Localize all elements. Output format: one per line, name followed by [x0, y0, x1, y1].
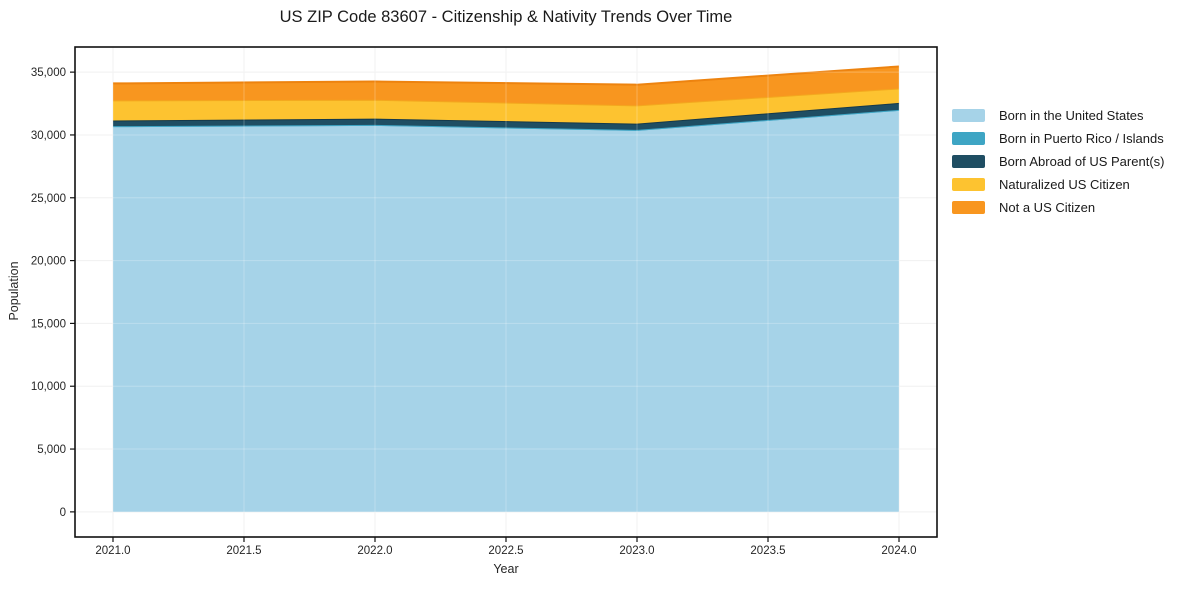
x-tick-label: 2021.0: [95, 545, 130, 557]
x-tick-label: 2022.5: [488, 545, 523, 557]
area-series-4: [112, 66, 900, 106]
legend-swatch: [952, 109, 985, 122]
legend-swatch: [952, 178, 985, 191]
y-tick-label: 35,000: [31, 67, 66, 79]
legend-label: Born Abroad of US Parent(s): [999, 154, 1165, 169]
y-tick-label: 0: [60, 507, 66, 519]
legend-label: Born in the United States: [999, 108, 1144, 123]
legend-swatch: [952, 155, 985, 168]
x-tick-label: 2023.0: [619, 545, 654, 557]
x-tick-label: 2021.5: [226, 545, 261, 557]
legend-item-2: Born Abroad of US Parent(s): [952, 150, 1164, 173]
legend-label: Not a US Citizen: [999, 200, 1096, 215]
area-series-2: [112, 102, 900, 130]
legend-swatch: [952, 201, 985, 214]
legend-label: Born in Puerto Rico / Islands: [999, 131, 1164, 146]
legend-item-3: Naturalized US Citizen: [952, 173, 1164, 196]
x-tick-label: 2022.0: [357, 545, 392, 557]
legend-item-4: Not a US Citizen: [952, 196, 1164, 219]
chart-title: US ZIP Code 83607 - Citizenship & Nativi…: [279, 8, 733, 26]
area-series-0: [112, 109, 900, 512]
legend-item-0: Born in the United States: [952, 104, 1164, 127]
x-tick-label: 2023.5: [750, 545, 785, 557]
line-series-4: [112, 65, 900, 86]
x-tick-label: 2024.0: [881, 545, 916, 557]
y-tick-label: 30,000: [31, 130, 66, 142]
y-tick-label: 20,000: [31, 256, 66, 268]
legend-label: Naturalized US Citizen: [999, 177, 1130, 192]
legend: Born in the United States Born in Puerto …: [952, 104, 1164, 219]
y-tick-label: 15,000: [31, 318, 66, 330]
legend-item-1: Born in Puerto Rico / Islands: [952, 127, 1164, 150]
y-axis-label: Population: [7, 261, 21, 321]
y-tick-label: 5,000: [37, 444, 66, 456]
area-series-3: [112, 88, 900, 124]
y-tick-label: 25,000: [31, 193, 66, 205]
x-axis-label: Year: [493, 562, 519, 576]
legend-swatch: [952, 132, 985, 145]
y-tick-label: 10,000: [31, 381, 66, 393]
